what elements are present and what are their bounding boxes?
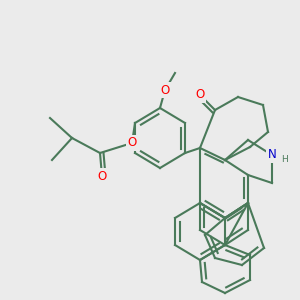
Text: O: O — [160, 83, 169, 97]
Text: H: H — [282, 155, 288, 164]
Text: N: N — [268, 148, 276, 161]
Text: O: O — [128, 136, 136, 149]
Text: O: O — [98, 169, 106, 182]
Text: O: O — [195, 88, 205, 101]
